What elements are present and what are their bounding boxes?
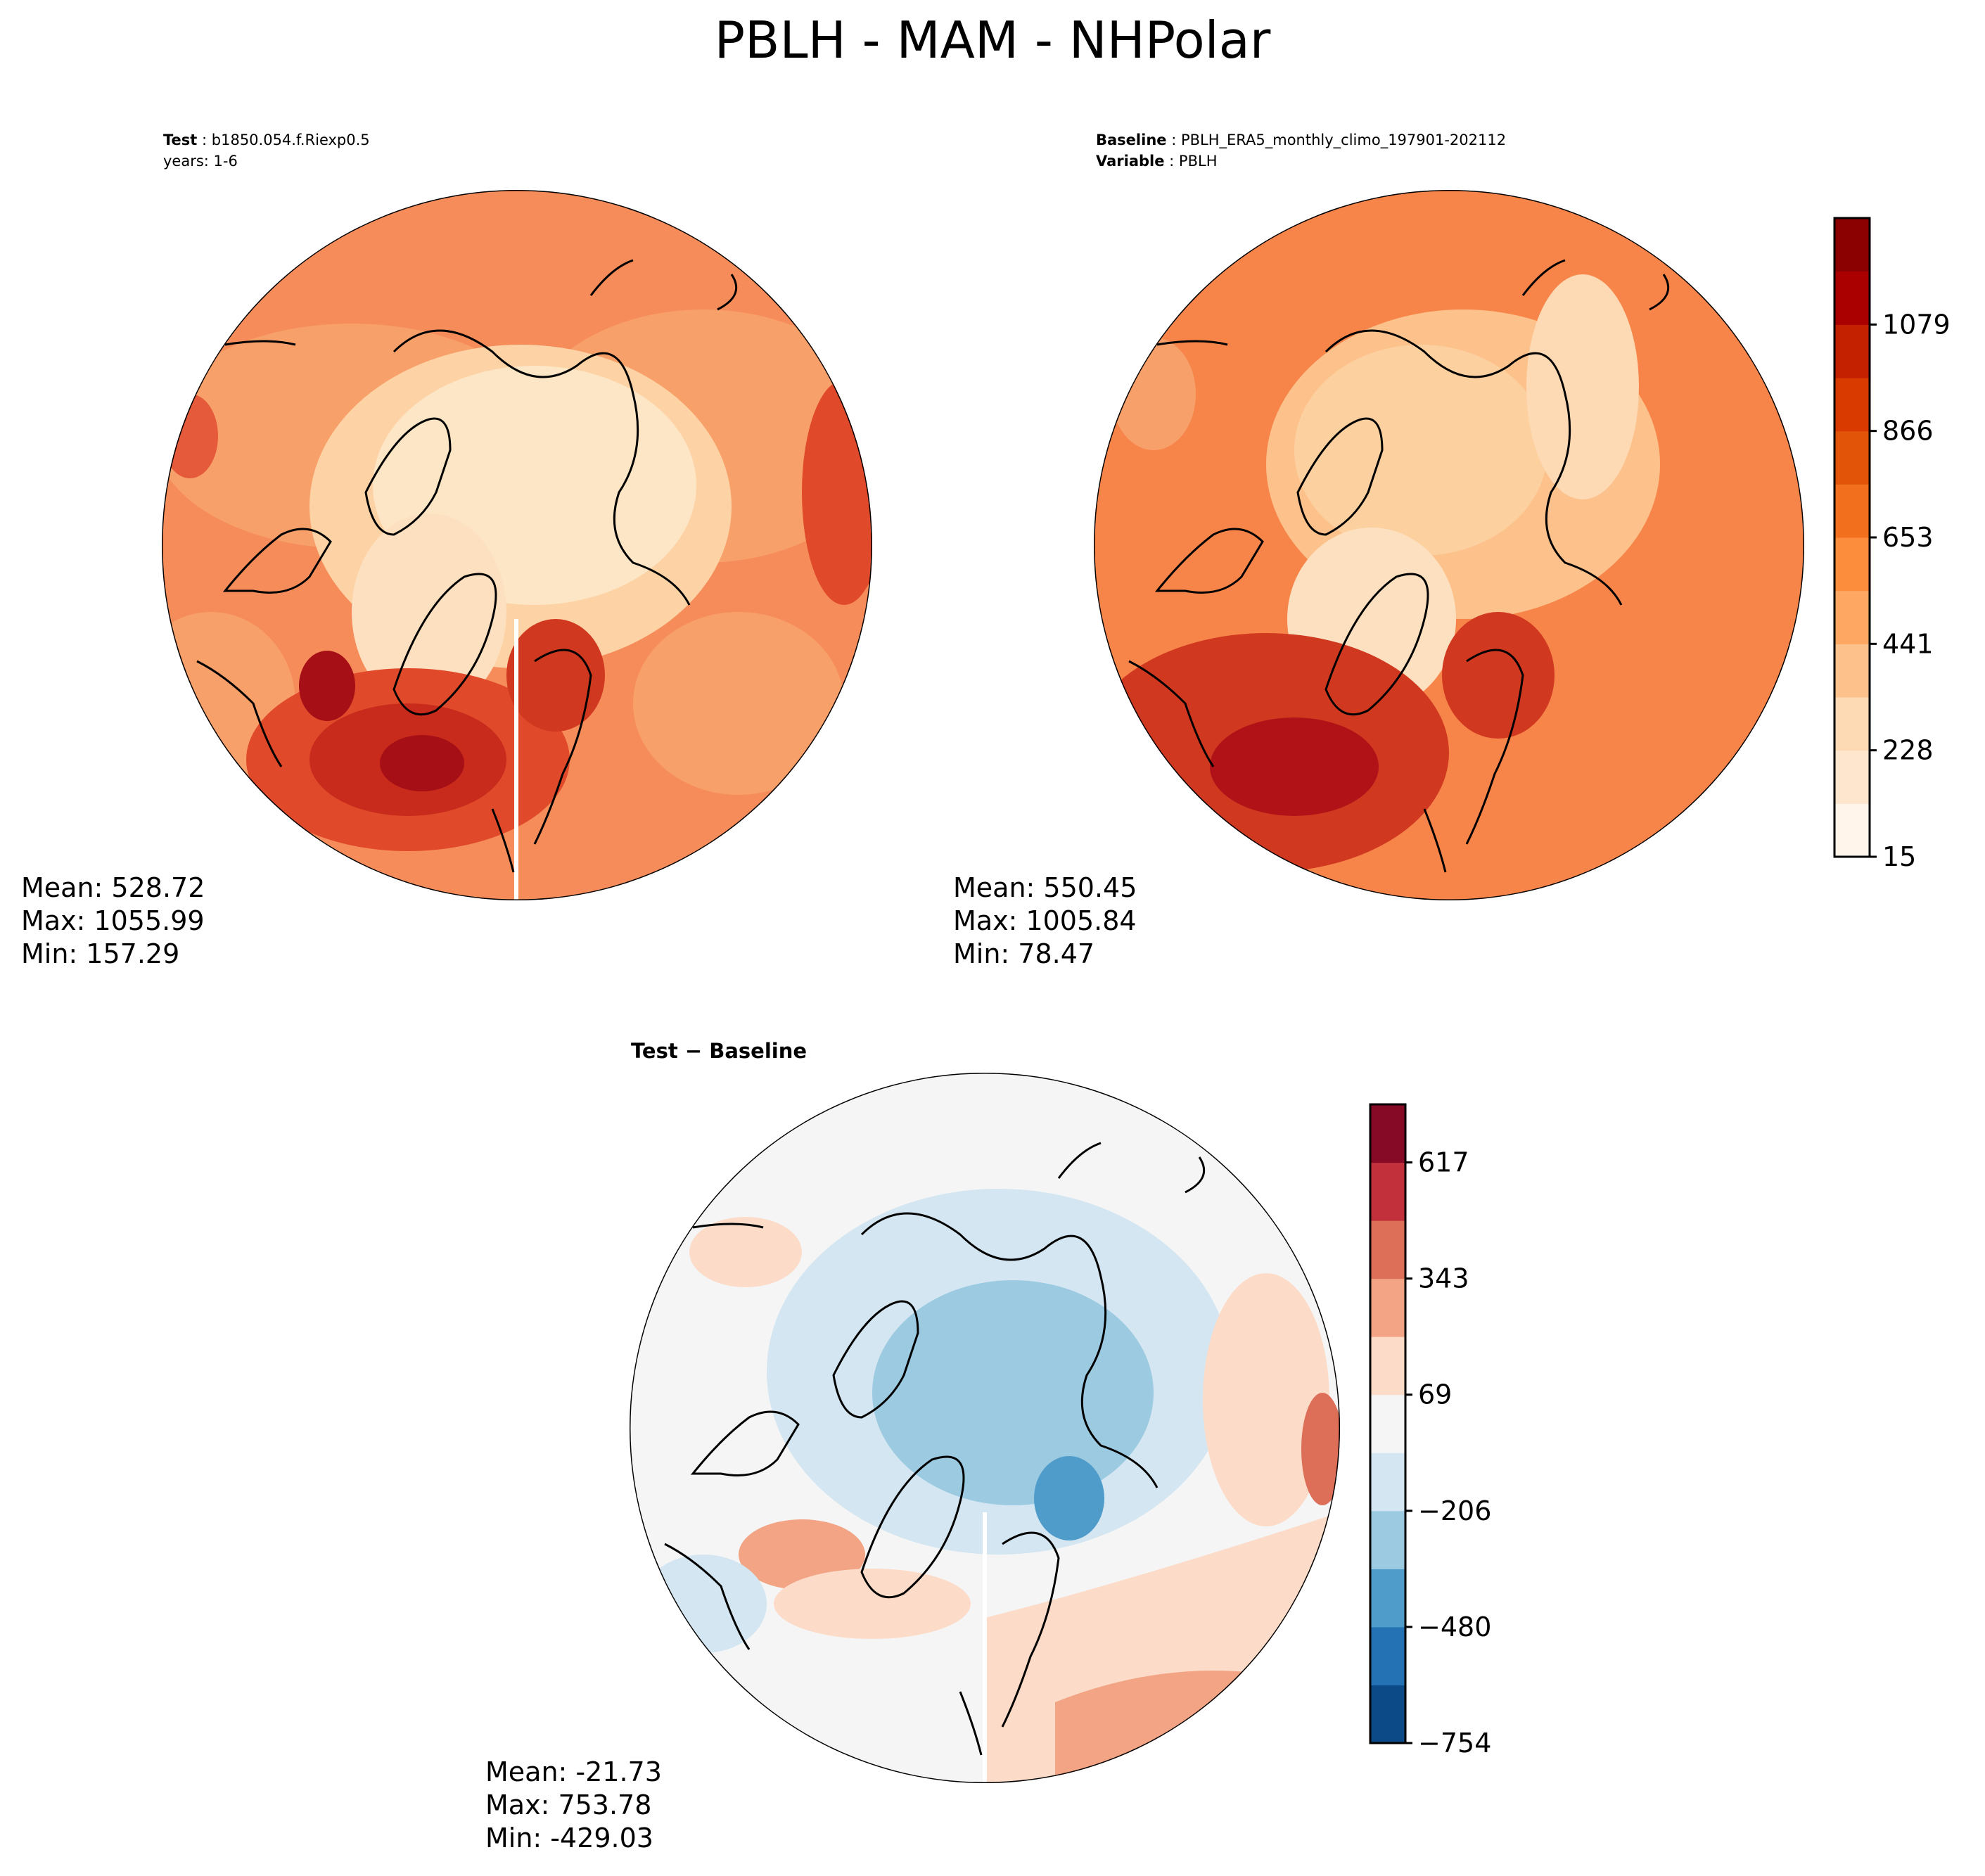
colorbar-difference-swatch: [1370, 1626, 1405, 1685]
colorbar-absolute-swatch: [1834, 324, 1870, 378]
colorbar-difference-tick-label: 69: [1418, 1379, 1452, 1410]
difference-min: Min: -429.03: [485, 1823, 653, 1853]
colorbar-difference: −754 −480 −206 69 343 617: [1369, 1103, 1491, 1759]
colorbar-difference-tick-label: 617: [1418, 1147, 1469, 1178]
baseline-max: Max: 1005.84: [953, 905, 1137, 936]
baseline-panel: Baseline : PBLH_ERA5_monthly_climo_19790…: [953, 132, 1804, 969]
figure-title: PBLH - MAM - NHPolar: [715, 11, 1271, 70]
colorbar-absolute-swatch: [1834, 484, 1870, 538]
test-min: Min: 157.29: [21, 938, 179, 969]
colorbar-difference-swatch: [1370, 1453, 1405, 1512]
colorbar-absolute-swatch: [1834, 750, 1870, 804]
colorbar-absolute-tick-label: 15: [1882, 841, 1916, 872]
test-coastlines: [196, 259, 738, 873]
colorbar-difference-tick-label: −754: [1418, 1728, 1491, 1759]
colorbar-absolute-swatch: [1834, 590, 1870, 644]
colorbar-absolute-swatch: [1834, 644, 1870, 698]
difference-label: Test − Baseline: [631, 1039, 807, 1063]
colorbar-absolute-tick-label: 653: [1882, 522, 1934, 553]
test-label: Test : b1850.054.f.Riexp0.5: [163, 132, 370, 148]
test-panel: Test : b1850.054.f.Riexp0.5 years: 1-6: [21, 132, 872, 969]
baseline-variable-bold: Variable: [1096, 153, 1164, 170]
baseline-variable-value: PBLH: [1179, 153, 1218, 170]
colorbar-absolute-swatch: [1834, 697, 1870, 751]
colorbar-absolute-tick-label: 1079: [1882, 309, 1951, 340]
colorbar-absolute-swatch: [1834, 271, 1870, 325]
colorbar-absolute-tick-label: 866: [1882, 416, 1934, 447]
colorbar-absolute-swatch: [1834, 218, 1870, 272]
baseline-mean: Mean: 550.45: [953, 872, 1137, 903]
colorbar-difference-tick-label: 343: [1418, 1263, 1469, 1294]
baseline-label-bold: Baseline: [1096, 132, 1167, 148]
colorbar-absolute-tick-label: 228: [1882, 735, 1934, 766]
colorbar-difference-swatch: [1370, 1394, 1405, 1453]
test-mean: Mean: 528.72: [21, 872, 205, 903]
colorbar-difference-swatch: [1370, 1510, 1405, 1569]
baseline-label: Baseline : PBLH_ERA5_monthly_climo_19790…: [1096, 132, 1506, 149]
colorbar-absolute-swatch: [1834, 378, 1870, 432]
colorbar-difference-swatch: [1370, 1278, 1405, 1337]
difference-mean: Mean: -21.73: [485, 1756, 662, 1787]
colorbar-difference-swatch: [1370, 1220, 1405, 1280]
colorbar-absolute-tick-label: 441: [1882, 628, 1934, 659]
test-label-value: b1850.054.f.Riexp0.5: [212, 132, 370, 148]
colorbar-absolute-swatch: [1834, 430, 1870, 485]
colorbar-absolute: 15 228 441 653 866 1079: [1833, 217, 1951, 872]
colorbar-difference-tick-label: −480: [1418, 1612, 1491, 1642]
test-max: Max: 1055.99: [21, 905, 205, 936]
difference-panel: Test − Baseline: [485, 1039, 1340, 1853]
difference-max: Max: 753.78: [485, 1789, 651, 1820]
baseline-variable: Variable : PBLH: [1096, 153, 1217, 170]
colorbar-difference-tick-label: −206: [1418, 1495, 1491, 1526]
colorbar-difference-swatch: [1370, 1104, 1405, 1163]
baseline-coastlines: [1128, 259, 1670, 873]
colorbar-difference-swatch: [1370, 1569, 1405, 1628]
colorbar-absolute-swatch: [1834, 803, 1870, 857]
colorbar-difference-frame: [1369, 1103, 1407, 1744]
test-label-bold: Test: [163, 132, 197, 148]
colorbar-absolute-swatch: [1834, 537, 1870, 592]
baseline-label-value: PBLH_ERA5_monthly_climo_197901-202112: [1181, 132, 1506, 149]
colorbar-difference-swatch: [1370, 1162, 1405, 1221]
colorbar-difference-swatch: [1370, 1685, 1405, 1744]
baseline-min: Min: 78.47: [953, 938, 1094, 969]
test-years: years: 1-6: [163, 153, 238, 170]
baseline-map: [1094, 190, 1804, 900]
difference-map: [630, 1073, 1340, 1783]
colorbar-difference-swatch: [1370, 1336, 1405, 1396]
difference-coastlines: [664, 1142, 1206, 1756]
test-map: [162, 190, 872, 900]
